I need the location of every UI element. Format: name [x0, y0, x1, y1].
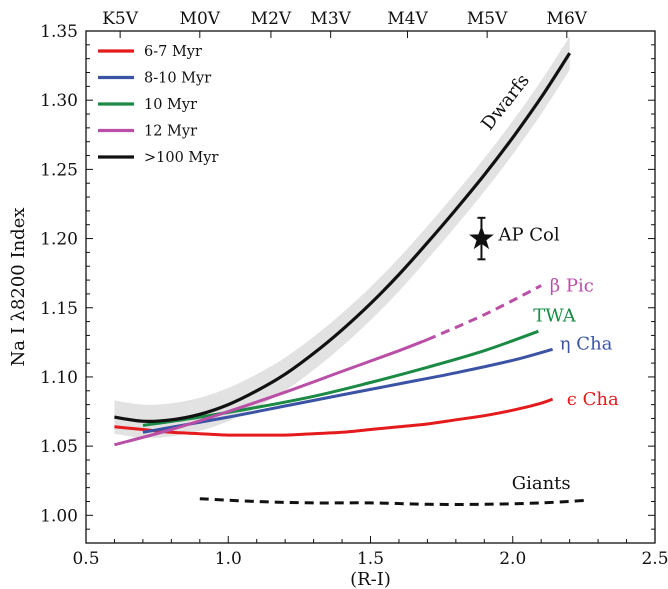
top-axis-label: M3V [310, 9, 351, 29]
point-annotation-ap-col: AP Col [497, 225, 559, 246]
axes: 0.5 1.0 1.5 2.0 2.5 1.00 1.05 1.10 1.15 1.20 1.25 1… [8, 9, 668, 589]
data-point-ap-col [469, 216, 494, 261]
legend-label: 12 Myr [144, 124, 197, 140]
legend: 6-7 Myr 8-10 Myr 10 Myr 12 Myr >100 Myr [98, 44, 218, 166]
y-axis-title: Na I λ8200 Index [8, 207, 29, 366]
y-tick-label: 1.35 [40, 22, 78, 42]
series-annotation-cha: η Cha [560, 333, 613, 354]
legend-label: >100 Myr [144, 150, 218, 166]
series-line-100-myr [114, 52, 572, 423]
x-tick-label: 2.0 [499, 549, 526, 569]
legend-label: 6-7 Myr [144, 44, 202, 60]
y-tick-label: 1.25 [40, 160, 78, 180]
series-line-12-myr-solid [114, 338, 428, 447]
top-axis-label: M2V [251, 9, 292, 29]
legend-item-6-7-myr: 6-7 Myr [98, 44, 202, 60]
series-annotation-pic: β Pic [550, 276, 594, 297]
y-tick-label: 1.05 [40, 437, 78, 457]
top-axis-label: M6V [547, 9, 588, 29]
legend-item-8-10-myr: 8-10 Myr [98, 71, 211, 87]
x-tick-label: 1.0 [215, 549, 242, 569]
series-line-8-10-myr [142, 347, 553, 434]
legend-item-10-myr: 10 Myr [98, 97, 197, 113]
series-line-12-myr-dashed [426, 284, 542, 341]
y-tick-label: 1.00 [40, 506, 78, 526]
x-tick-label: 1.5 [357, 549, 384, 569]
series-line-10-myr [142, 329, 539, 427]
top-axis-label: K5V [102, 9, 139, 29]
top-axis-label: M0V [180, 9, 221, 29]
star-marker-icon [469, 225, 494, 250]
top-axis-label: M4V [387, 9, 428, 29]
y-tick-label: 1.20 [40, 230, 78, 250]
series-line-6-7-myr [114, 397, 554, 437]
legend-label: 10 Myr [144, 97, 197, 113]
y-tick-label: 1.15 [40, 299, 78, 319]
y-tick-label: 1.30 [40, 91, 78, 111]
x-tick-label: 2.5 [641, 549, 668, 569]
series-annotation-cha: ϵ Cha [567, 389, 619, 410]
series-annotation-giants: Giants [512, 473, 571, 494]
x-axis-title: (R-I) [350, 569, 391, 589]
series-line-giants [199, 497, 590, 506]
legend-label: 8-10 Myr [144, 71, 211, 87]
y-tick-label: 1.10 [40, 368, 78, 388]
series-annotation-twa: TWA [533, 305, 577, 326]
x-tick-label: 0.5 [72, 549, 99, 569]
plot-area [114, 36, 590, 506]
legend-item-100-myr: >100 Myr [98, 150, 218, 166]
top-axis-label: M5V [467, 9, 508, 29]
legend-item-12-myr: 12 Myr [98, 124, 197, 140]
